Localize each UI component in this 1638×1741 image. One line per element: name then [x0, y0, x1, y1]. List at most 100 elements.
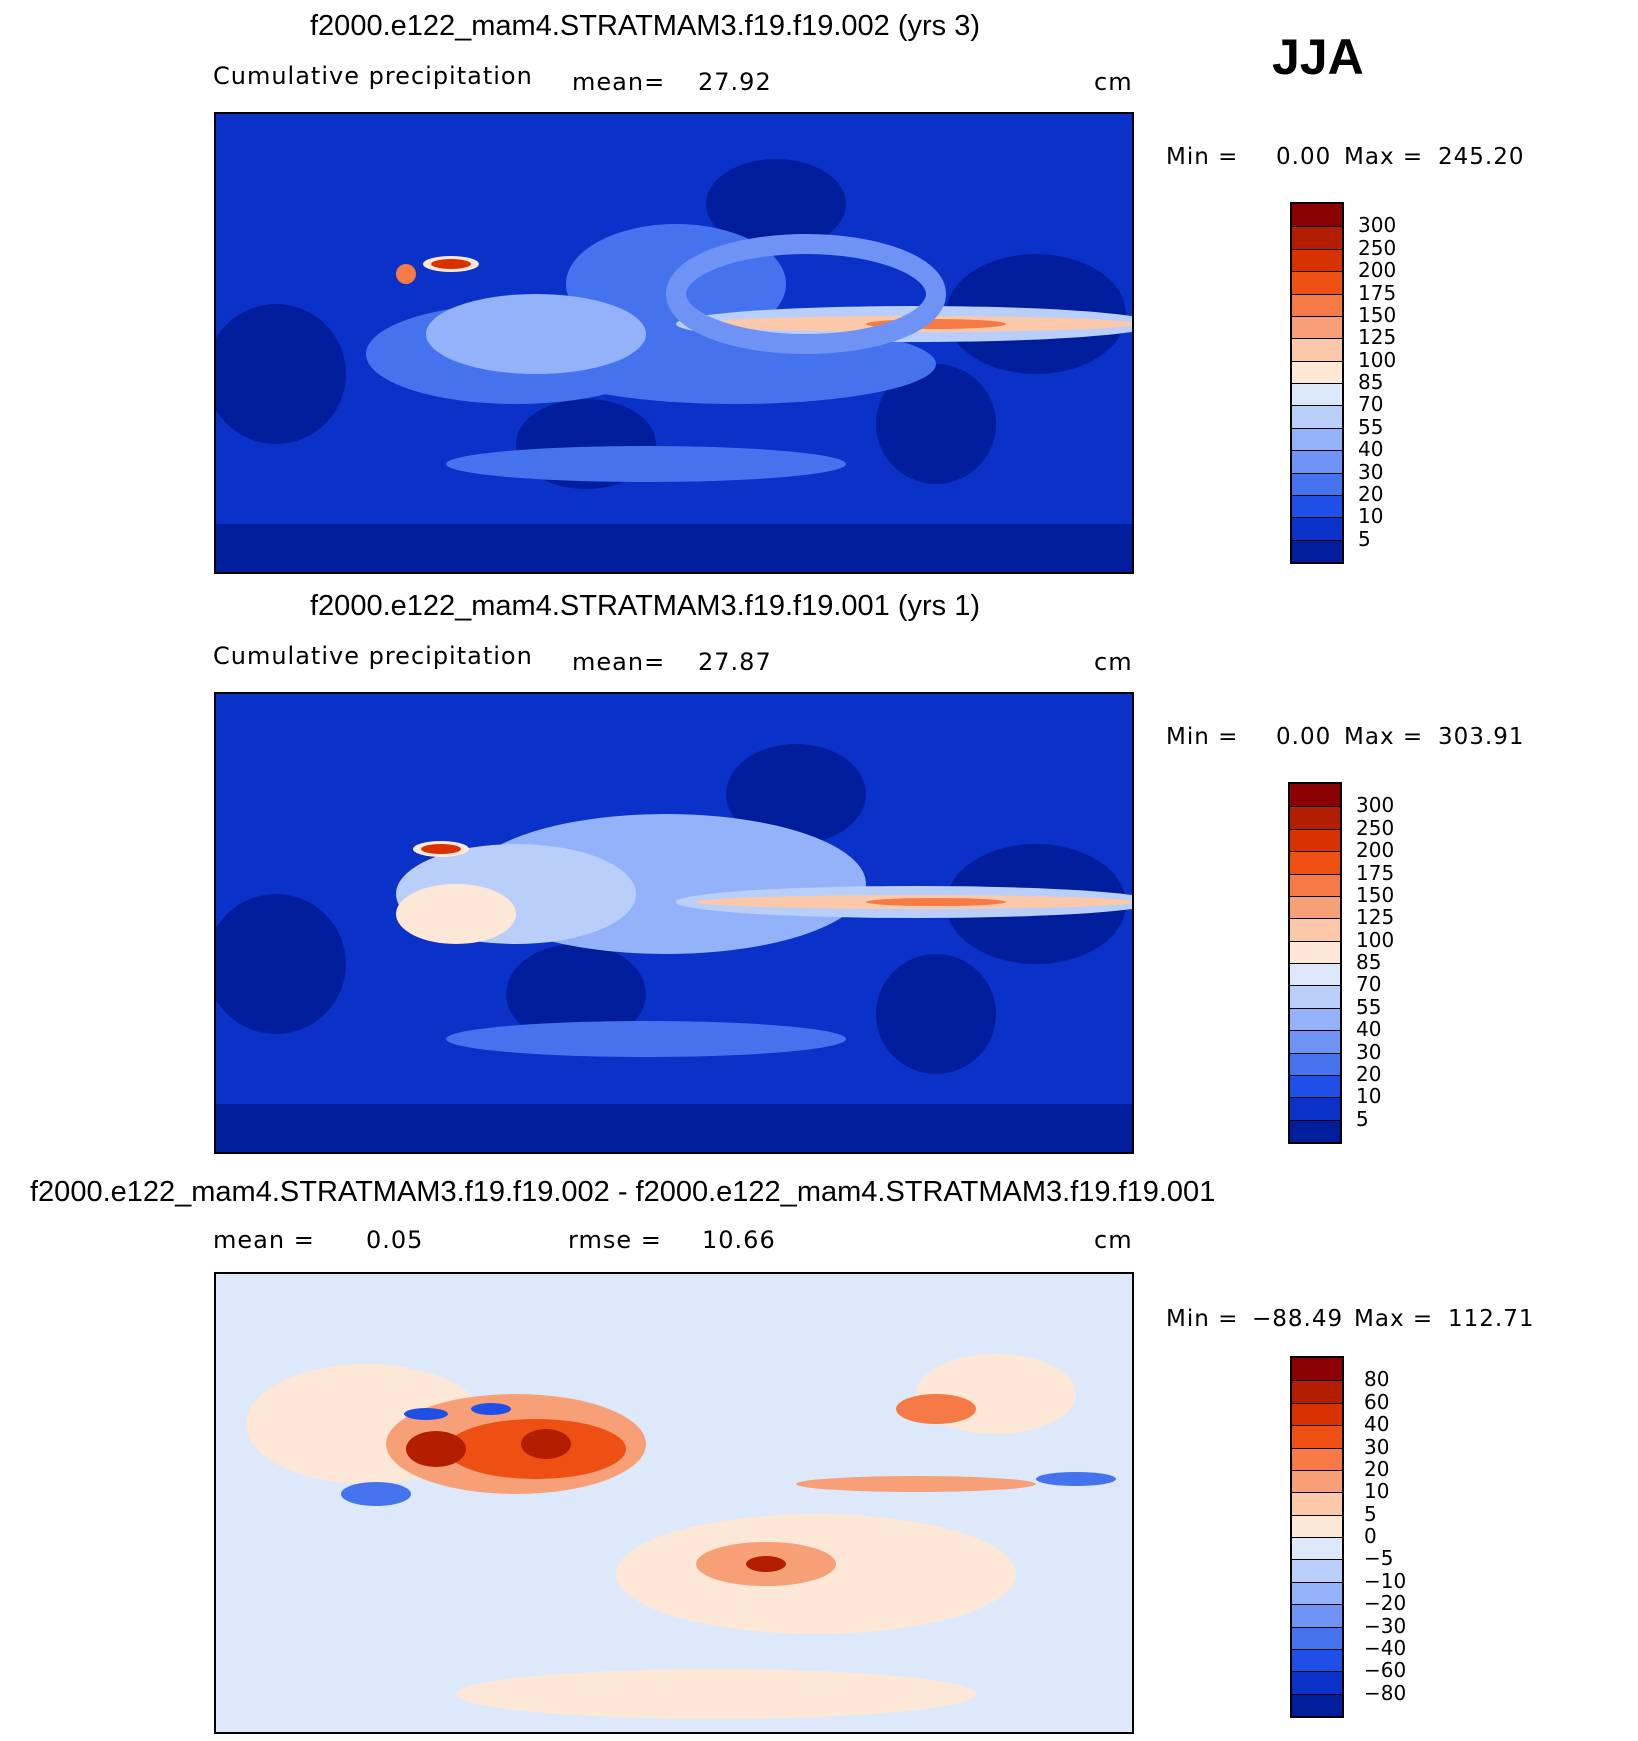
panel1-colorbar-swatch [1292, 494, 1342, 518]
panel3-colorbar-swatch [1292, 1514, 1342, 1537]
panel2-min-label: Min = [1166, 724, 1239, 750]
panel1-colorbar-tick-label: 5 [1358, 526, 1371, 551]
panel3-colorbar-tick-label: −80 [1364, 1680, 1407, 1705]
panel3-colorbar-swatch [1292, 1693, 1342, 1716]
panel3-colorbar-tick-label: 30 [1364, 1434, 1390, 1459]
panel2-colorbar-swatch [1290, 873, 1340, 896]
panel2-colorbar-swatch [1290, 851, 1340, 874]
panel3-colorbar-swatch [1292, 1358, 1342, 1381]
panel1-colorbar-swatch [1292, 450, 1342, 473]
panel3-colorbar-swatch [1292, 1537, 1342, 1560]
panel1-colorbar-tick-label: 300 [1358, 213, 1397, 238]
panel2-colorbar-swatch [1290, 1007, 1340, 1031]
panel2-map [214, 692, 1134, 1154]
panel1-colorbar-swatch [1292, 360, 1342, 383]
panel2-colorbar-tick-label: 55 [1356, 994, 1382, 1019]
panel1-min-label: Min = [1166, 144, 1239, 170]
panel1-max-value: 245.20 [1438, 144, 1525, 170]
panel2-colorbar-swatch [1290, 784, 1340, 807]
panel1-field [216, 114, 1132, 572]
panel2-max-label: Max = [1344, 724, 1424, 750]
panel3-colorbar-tick-label: −5 [1364, 1546, 1394, 1571]
panel1-min-value: 0.00 [1276, 144, 1332, 170]
panel3-colorbar-swatch [1292, 1581, 1342, 1605]
panel3-mean-label: mean = [213, 1226, 315, 1254]
panel1-colorbar-swatch [1292, 539, 1342, 562]
panel2-min-value: 0.00 [1276, 724, 1332, 750]
panel3-units: cm [1094, 1226, 1133, 1254]
panel2-colorbar-tick-label: 125 [1356, 905, 1395, 930]
panel1-colorbar-tick-label: 200 [1358, 258, 1397, 283]
panel1-mean-value: 27.92 [698, 68, 772, 96]
panel2-colorbar-swatch [1290, 1052, 1340, 1075]
panel2-colorbar-swatch [1290, 1030, 1340, 1053]
panel1-map [214, 112, 1134, 574]
panel1-var-label: Cumulative precipitation [213, 62, 533, 90]
panel2-colorbar-swatch [1290, 1074, 1340, 1098]
panel2-mean-label: mean= [572, 648, 666, 676]
panel1-colorbar-tick-label: 20 [1358, 481, 1384, 506]
panel3-colorbar-swatch [1292, 1671, 1342, 1694]
panel2-colorbar-tick-label: 100 [1356, 927, 1395, 952]
panel3-min-value: −88.49 [1252, 1306, 1344, 1332]
season-label: JJA [1272, 29, 1364, 85]
panel2-colorbar-tick-label: 250 [1356, 815, 1395, 840]
panel3-field [216, 1274, 1132, 1732]
panel2-mean-value: 27.87 [698, 648, 772, 676]
panel3-colorbar-tick-label: 5 [1364, 1501, 1377, 1526]
panel1-colorbar-swatch [1292, 204, 1342, 227]
panel2-colorbar-swatch [1290, 895, 1340, 919]
panel3-colorbar-tick-label: 60 [1364, 1389, 1390, 1414]
panel2-colorbar-swatch [1290, 1097, 1340, 1120]
panel3-title: f2000.e122_mam4.STRATMAM3.f19.f19.002 - … [30, 1176, 1216, 1208]
panel1-colorbar-tick-label: 125 [1358, 325, 1397, 350]
panel3-colorbar-tick-label: −10 [1364, 1568, 1407, 1593]
panel2-colorbar-tick-label: 150 [1356, 882, 1395, 907]
panel1-colorbar-swatch [1292, 338, 1342, 361]
panel3-colorbar-tick-label: 80 [1364, 1367, 1390, 1392]
panel1-colorbar-tick-label: 30 [1358, 459, 1384, 484]
panel2-colorbar-swatch [1290, 828, 1340, 852]
panel1-colorbar-tick-label: 150 [1358, 302, 1397, 327]
panel3-max-value: 112.71 [1448, 1306, 1535, 1332]
panel3-colorbar-swatch [1292, 1626, 1342, 1649]
panel3-colorbar-tick-label: −40 [1364, 1635, 1407, 1660]
panel1-colorbar [1290, 202, 1344, 564]
panel3-colorbar-swatch [1292, 1447, 1342, 1470]
panel3-min-label: Min = [1166, 1306, 1239, 1332]
panel1-colorbar-tick-label: 55 [1358, 414, 1384, 439]
panel3-colorbar-swatch [1292, 1648, 1342, 1672]
panel1-colorbar-swatch [1292, 517, 1342, 540]
panel3-colorbar-tick-label: −20 [1364, 1591, 1407, 1616]
panel2-colorbar-tick-label: 5 [1356, 1106, 1369, 1131]
panel3-colorbar-tick-label: 10 [1364, 1479, 1390, 1504]
panel1-colorbar-swatch [1292, 405, 1342, 428]
panel3-colorbar-swatch [1292, 1402, 1342, 1426]
panel1-units: cm [1094, 68, 1133, 96]
panel1-colorbar-swatch [1292, 383, 1342, 406]
panel2-colorbar-tick-label: 40 [1356, 1017, 1382, 1042]
panel2-colorbar-tick-label: 175 [1356, 860, 1395, 885]
panel1-mean-label: mean= [572, 68, 666, 96]
panel1-colorbar-tick-label: 250 [1358, 235, 1397, 260]
panel1-title: f2000.e122_mam4.STRATMAM3.f19.f19.002 (y… [310, 10, 980, 42]
panel2-title: f2000.e122_mam4.STRATMAM3.f19.f19.001 (y… [310, 590, 980, 622]
panel1-colorbar-swatch [1292, 248, 1342, 272]
panel2-units: cm [1094, 648, 1133, 676]
panel3-colorbar-tick-label: 40 [1364, 1412, 1390, 1437]
panel2-colorbar-tick-label: 70 [1356, 972, 1382, 997]
panel3-colorbar [1290, 1356, 1344, 1718]
panel3-rmse-value: 10.66 [702, 1226, 776, 1254]
panel1-colorbar-tick-label: 10 [1358, 504, 1384, 529]
panel2-colorbar-swatch [1290, 985, 1340, 1008]
panel1-colorbar-swatch [1292, 315, 1342, 339]
panel3-map [214, 1272, 1134, 1734]
panel2-colorbar [1288, 782, 1342, 1144]
panel1-colorbar-tick-label: 40 [1358, 437, 1384, 462]
panel1-colorbar-tick-label: 70 [1358, 392, 1384, 417]
panel2-colorbar-swatch [1290, 940, 1340, 963]
panel3-colorbar-tick-label: 20 [1364, 1456, 1390, 1481]
panel2-var-label: Cumulative precipitation [213, 642, 533, 670]
panel2-colorbar-swatch [1290, 1119, 1340, 1142]
panel3-colorbar-tick-label: −60 [1364, 1658, 1407, 1683]
